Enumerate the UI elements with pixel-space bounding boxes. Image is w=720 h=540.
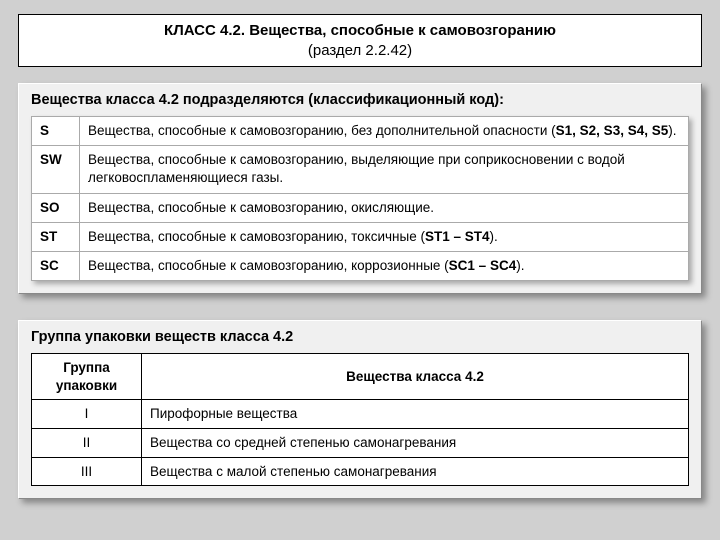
classification-row: SВещества, способные к самовозгоранию, б…: [32, 117, 689, 146]
packing-heading: Группа упаковки веществ класса 4.2: [31, 329, 689, 345]
packing-desc: Пирофорные вещества: [142, 400, 689, 429]
packing-row: IПирофорные вещества: [32, 400, 689, 429]
packing-group: III: [32, 457, 142, 486]
classification-row: SOВещества, способные к самовозгоранию, …: [32, 193, 689, 222]
classification-desc: Вещества, способные к самовозгоранию, ко…: [80, 252, 689, 281]
classification-code: S: [32, 117, 80, 146]
classification-code: ST: [32, 222, 80, 251]
classification-heading: Вещества класса 4.2 подразделяются (клас…: [31, 92, 689, 108]
packing-col-group: Группа упаковки: [32, 354, 142, 400]
classification-code: SC: [32, 252, 80, 281]
packing-group: II: [32, 428, 142, 457]
packing-group: I: [32, 400, 142, 429]
packing-row: IIВещества со средней степенью самонагре…: [32, 428, 689, 457]
classification-row: SWВещества, способные к самовозгоранию, …: [32, 146, 689, 193]
classification-desc: Вещества, способные к самовозгоранию, вы…: [80, 146, 689, 193]
classification-table: SВещества, способные к самовозгоранию, б…: [31, 116, 689, 281]
packing-table: Группа упаковки Вещества класса 4.2 IПир…: [31, 353, 689, 486]
packing-col-desc: Вещества класса 4.2: [142, 354, 689, 400]
classification-row: STВещества, способные к самовозгоранию, …: [32, 222, 689, 251]
packing-desc: Вещества с малой степенью самонагревания: [142, 457, 689, 486]
title-line2: (раздел 2.2.42): [29, 41, 691, 61]
title-line1: КЛАСС 4.2. Вещества, способные к самовоз…: [29, 21, 691, 41]
packing-row: IIIВещества с малой степенью самонагрева…: [32, 457, 689, 486]
classification-row: SCВещества, способные к самовозгоранию, …: [32, 252, 689, 281]
classification-panel: Вещества класса 4.2 подразделяются (клас…: [18, 83, 702, 294]
classification-code: SO: [32, 193, 80, 222]
packing-desc: Вещества со средней степенью самонагрева…: [142, 428, 689, 457]
title-box: КЛАСС 4.2. Вещества, способные к самовоз…: [18, 14, 702, 67]
classification-desc: Вещества, способные к самовозгоранию, то…: [80, 222, 689, 251]
classification-desc: Вещества, способные к самовозгоранию, ок…: [80, 193, 689, 222]
packing-panel: Группа упаковки веществ класса 4.2 Групп…: [18, 320, 702, 499]
classification-desc: Вещества, способные к самовозгоранию, бе…: [80, 117, 689, 146]
classification-code: SW: [32, 146, 80, 193]
